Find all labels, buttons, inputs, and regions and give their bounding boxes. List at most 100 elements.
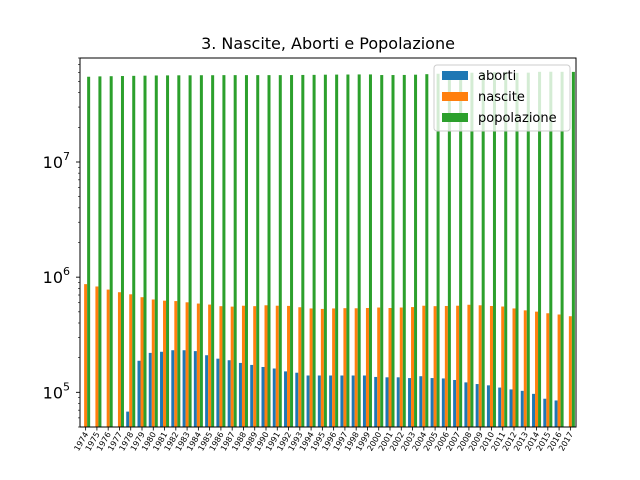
bar-aborti-2003 [408,378,412,427]
bar-aborti-2015 [543,398,547,427]
bar-popolazione-2014 [538,71,542,427]
bar-popolazione-1981 [166,75,170,427]
bar-popolazione-1994 [312,74,316,428]
bar-nascite-2007 [456,305,460,427]
bar-nascite-1989 [253,306,257,427]
legend-label-nascite: nascite [478,90,525,105]
x-axis: 1974197519761977197819791980198119821983… [72,427,575,453]
bar-nascite-1996 [332,308,336,427]
bar-aborti-2013 [520,390,524,427]
bar-aborti-1979 [137,360,141,427]
bar-nascite-2006 [444,305,448,427]
bar-popolazione-1984 [199,75,203,427]
bar-popolazione-1987 [233,75,237,427]
y-tick-label: 106 [43,265,70,287]
bar-popolazione-2001 [391,75,395,427]
bar-popolazione-1985 [211,75,215,427]
bar-nascite-2002 [399,307,403,427]
bar-popolazione-1989 [256,75,260,427]
bar-nascite-1977 [117,292,121,427]
bar-popolazione-1991 [278,75,282,427]
bar-popolazione-2003 [414,74,418,427]
legend-swatch-popolazione [442,113,468,122]
legend-label-aborti: aborti [478,69,516,84]
bar-popolazione-2010 [492,72,496,427]
bar-nascite-1984 [196,303,200,427]
bar-nascite-1997 [343,308,347,427]
bar-popolazione-1975 [98,76,102,427]
bar-popolazione-2004 [425,74,429,428]
bar-nascite-2003 [411,307,415,427]
bar-popolazione-1979 [143,75,147,427]
bar-nascite-1991 [275,305,279,427]
bar-popolazione-1983 [188,75,192,427]
bar-nascite-2011 [501,306,505,427]
bar-aborti-1989 [250,364,254,427]
bar-aborti-2014 [532,393,536,427]
bar-aborti-1996 [329,375,333,427]
bar-aborti-2011 [498,387,502,427]
bar-nascite-1986 [219,306,223,427]
bar-popolazione-1976 [109,76,113,427]
bar-popolazione-2007 [459,73,463,427]
bar-nascite-1978 [129,294,133,427]
bar-nascite-1979 [140,297,144,427]
bar-popolazione-1992 [290,75,294,427]
bar-nascite-1975 [95,286,99,427]
bar-popolazione-1978 [132,75,136,427]
bar-popolazione-1988 [244,75,248,427]
bar-popolazione-2016 [560,71,564,427]
bar-nascite-1987 [230,306,234,427]
legend: aborti nascite popolazione [433,64,571,132]
bar-aborti-1991 [272,368,276,427]
bar-nascite-1985 [208,304,212,427]
bar-popolazione-2000 [380,75,384,427]
bar-nascite-2014 [535,311,539,427]
bar-nascite-2005 [433,306,437,427]
bar-aborti-1981 [160,351,164,427]
bar-nascite-2015 [546,313,550,427]
bar-nascite-2013 [523,310,527,427]
bar-popolazione-1977 [120,76,124,428]
bar-nascite-1988 [241,305,245,427]
bar-aborti-2008 [464,382,468,427]
bar-popolazione-1980 [154,75,158,427]
bar-popolazione-2002 [402,74,406,427]
bar-nascite-2009 [478,305,482,427]
bar-popolazione-2015 [549,71,553,427]
bar-aborti-1997 [340,375,344,427]
bar-nascite-1992 [287,305,291,427]
bar-nascite-1982 [174,301,178,427]
bar-popolazione-1982 [177,75,181,427]
bar-nascite-2004 [422,305,426,427]
bar-aborti-1998 [351,375,355,427]
bar-aborti-2012 [509,389,513,427]
bar-aborti-2007 [453,379,457,427]
bar-popolazione-1996 [335,74,339,427]
bar-aborti-1982 [171,350,175,427]
bar-nascite-1981 [163,300,167,427]
bar-aborti-1995 [317,375,321,427]
bars-group [84,71,575,428]
bar-aborti-1990 [261,366,265,427]
legend-swatch-aborti [442,71,468,80]
bar-popolazione-2017 [571,71,575,427]
bar-popolazione-1990 [267,75,271,427]
y-tick-label: 107 [43,150,70,172]
bar-nascite-1980 [151,299,155,427]
bar-nascite-2016 [557,314,561,427]
bar-nascite-2008 [467,304,471,427]
bar-nascite-1976 [106,289,110,427]
bar-aborti-2009 [475,384,479,427]
legend-label-popolazione: popolazione [478,111,557,126]
bar-aborti-1983 [182,350,186,427]
bar-nascite-2001 [388,307,392,427]
bar-nascite-2017 [568,316,572,427]
bar-nascite-1995 [320,308,324,427]
bar-aborti-2006 [441,378,445,427]
bar-nascite-1993 [298,307,302,427]
bar-aborti-1999 [362,375,366,427]
bar-nascite-1983 [185,302,189,427]
